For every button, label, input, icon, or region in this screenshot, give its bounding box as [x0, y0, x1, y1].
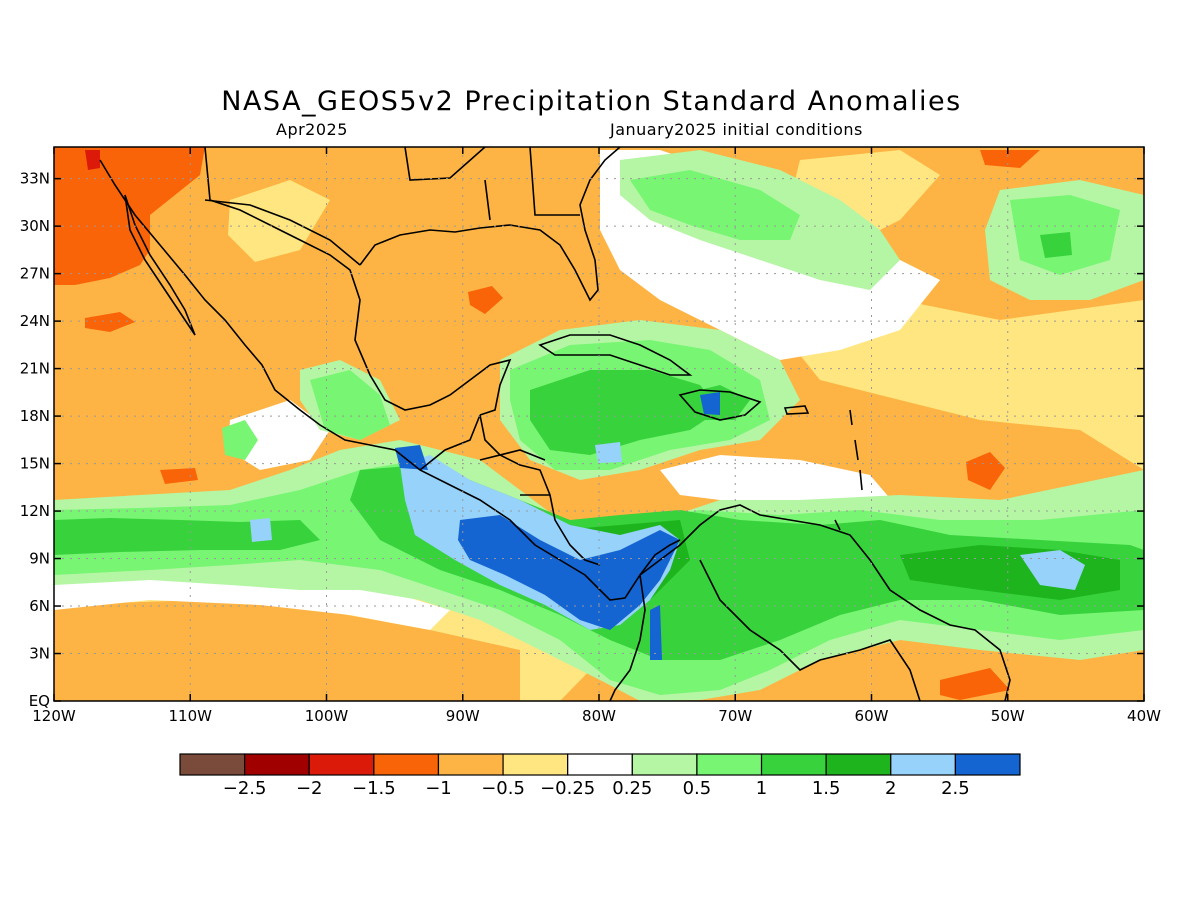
colorbar-label: 2	[885, 778, 896, 799]
colorbar-swatch	[631, 753, 698, 776]
field-extreme-wet-spot3	[650, 605, 662, 660]
lon-tick-label: 80W	[582, 707, 616, 725]
coast-antilles	[834, 409, 863, 531]
field-strong-dry-atl	[966, 452, 1005, 490]
colorbar-label: 1.5	[812, 778, 841, 799]
field-extreme-wet	[458, 515, 680, 630]
lon-tick-label: 100W	[305, 707, 349, 725]
coast-hispaniola	[678, 389, 762, 421]
coast-venezuela-interior	[699, 559, 921, 701]
colorbar-swatch	[567, 753, 633, 776]
colorbar-swatch	[502, 753, 569, 776]
colorbar	[179, 753, 1021, 776]
lon-tick-label: 60W	[855, 707, 889, 725]
field-slight-dry-mid-atl	[780, 300, 1144, 470]
field-extreme-wet-light-spot2	[595, 442, 622, 463]
latitude-axis: 33N 30N 27N 24N 21N 18N 15N 12N 9N 6N 3N EQ	[20, 170, 1144, 710]
field-strong-dry-amazon	[940, 668, 1010, 700]
colorbar-labels: −2.5 −2 −1.5 −1 −0.5 −0.25 0.25 0.5 1 1.5 2 2.5	[223, 778, 970, 799]
coast-us-gulf	[359, 147, 621, 302]
colorbar-swatch	[308, 753, 375, 776]
lat-tick-label: 30N	[20, 217, 50, 235]
colorbar-label: −1.5	[352, 778, 396, 799]
field-slight-dry-sw-band	[54, 600, 520, 701]
colorbar-swatch	[825, 753, 892, 776]
initial-conditions-label: January2025 initial conditions	[610, 120, 863, 139]
field-extreme-wet-spot2	[700, 392, 720, 415]
lat-tick-label: 27N	[20, 265, 50, 283]
lon-tick-label: 40W	[1127, 707, 1161, 725]
colorbar-label: 0.5	[683, 778, 712, 799]
colorbar-swatch	[696, 753, 763, 776]
lat-tick-label: 12N	[20, 502, 50, 520]
lat-tick-label: 18N	[20, 407, 50, 425]
field-extreme-wet-light-atl	[1020, 550, 1085, 590]
coast-south-america	[639, 504, 1011, 701]
field-wet-pac-east	[310, 370, 390, 440]
colorbar-label: 2.5	[941, 778, 970, 799]
field-wetter-pac	[54, 518, 320, 555]
anomaly-field	[54, 147, 1144, 701]
colorbar-swatch	[244, 753, 310, 776]
lon-tick-label: 70W	[718, 707, 752, 725]
coastlines	[99, 147, 1011, 701]
border-central-america	[419, 414, 550, 496]
field-wetter-central	[350, 465, 1144, 660]
field-extreme-wet-light-spot	[250, 518, 272, 542]
coast-central-america-east	[479, 414, 601, 566]
field-strong-dry-gulf	[468, 286, 503, 314]
field-extreme-wet-spot	[395, 445, 428, 470]
lat-tick-label: 6N	[29, 597, 50, 615]
coast-mexico-pacific	[99, 159, 681, 601]
colorbar-swatch	[179, 753, 246, 776]
field-strong-dry-pac2	[160, 468, 198, 484]
lon-tick-label: 90W	[446, 707, 480, 725]
lon-tick-label: 110W	[169, 707, 213, 725]
coast-gulf-mexico	[204, 147, 512, 416]
lon-tick-label: 50W	[991, 707, 1025, 725]
colorbar-swatch	[890, 753, 956, 776]
field-wet-atl-north	[630, 170, 800, 240]
field-strong-dry-nw	[54, 147, 205, 285]
field-strong-dry-east	[980, 150, 1040, 168]
field-wetter-caribbean	[530, 370, 720, 455]
coast-baja	[124, 194, 196, 336]
forecast-month: Apr2025	[276, 120, 348, 139]
colorbar-swatch	[373, 753, 440, 776]
lon-tick-label: 120W	[32, 707, 76, 725]
coast-cuba	[538, 334, 693, 376]
field-wet-pac-spot	[222, 420, 258, 460]
lat-tick-label: 21N	[20, 360, 50, 378]
colorbar-label: 0.25	[612, 778, 652, 799]
colorbar-swatch	[954, 753, 1021, 776]
colorbar-swatch	[437, 753, 504, 776]
coast-puerto-rico	[783, 405, 810, 415]
longitude-axis: 120W 110W 100W 90W 80W 70W 60W 50W 40W	[32, 147, 1161, 725]
colorbar-swatch	[760, 753, 827, 776]
colorbar-label: −0.5	[481, 778, 525, 799]
lat-tick-label: 33N	[20, 170, 50, 188]
lat-tick-label: EQ	[29, 692, 50, 710]
field-extra-dry-nw	[85, 150, 100, 170]
colorbar-label: −0.25	[540, 778, 595, 799]
colorbar-label: −2.5	[223, 778, 267, 799]
lat-tick-label: 9N	[29, 550, 50, 568]
colorbar-label: −2	[296, 778, 323, 799]
field-neutral-mexico	[228, 400, 330, 470]
map-grid	[54, 147, 1144, 701]
lat-tick-label: 3N	[29, 645, 50, 663]
lat-tick-label: 24N	[20, 312, 50, 330]
colorbar-label: 1	[756, 778, 767, 799]
coast-colombia	[609, 574, 646, 701]
lat-tick-label: 15N	[20, 455, 50, 473]
map-title: NASA_GEOS5v2 Precipitation Standard Anom…	[221, 86, 962, 117]
border-us-mexico	[204, 199, 361, 266]
field-wetter-atl	[1040, 232, 1072, 258]
field-strong-dry-pac	[85, 312, 135, 332]
colorbar-label: −1	[425, 778, 452, 799]
